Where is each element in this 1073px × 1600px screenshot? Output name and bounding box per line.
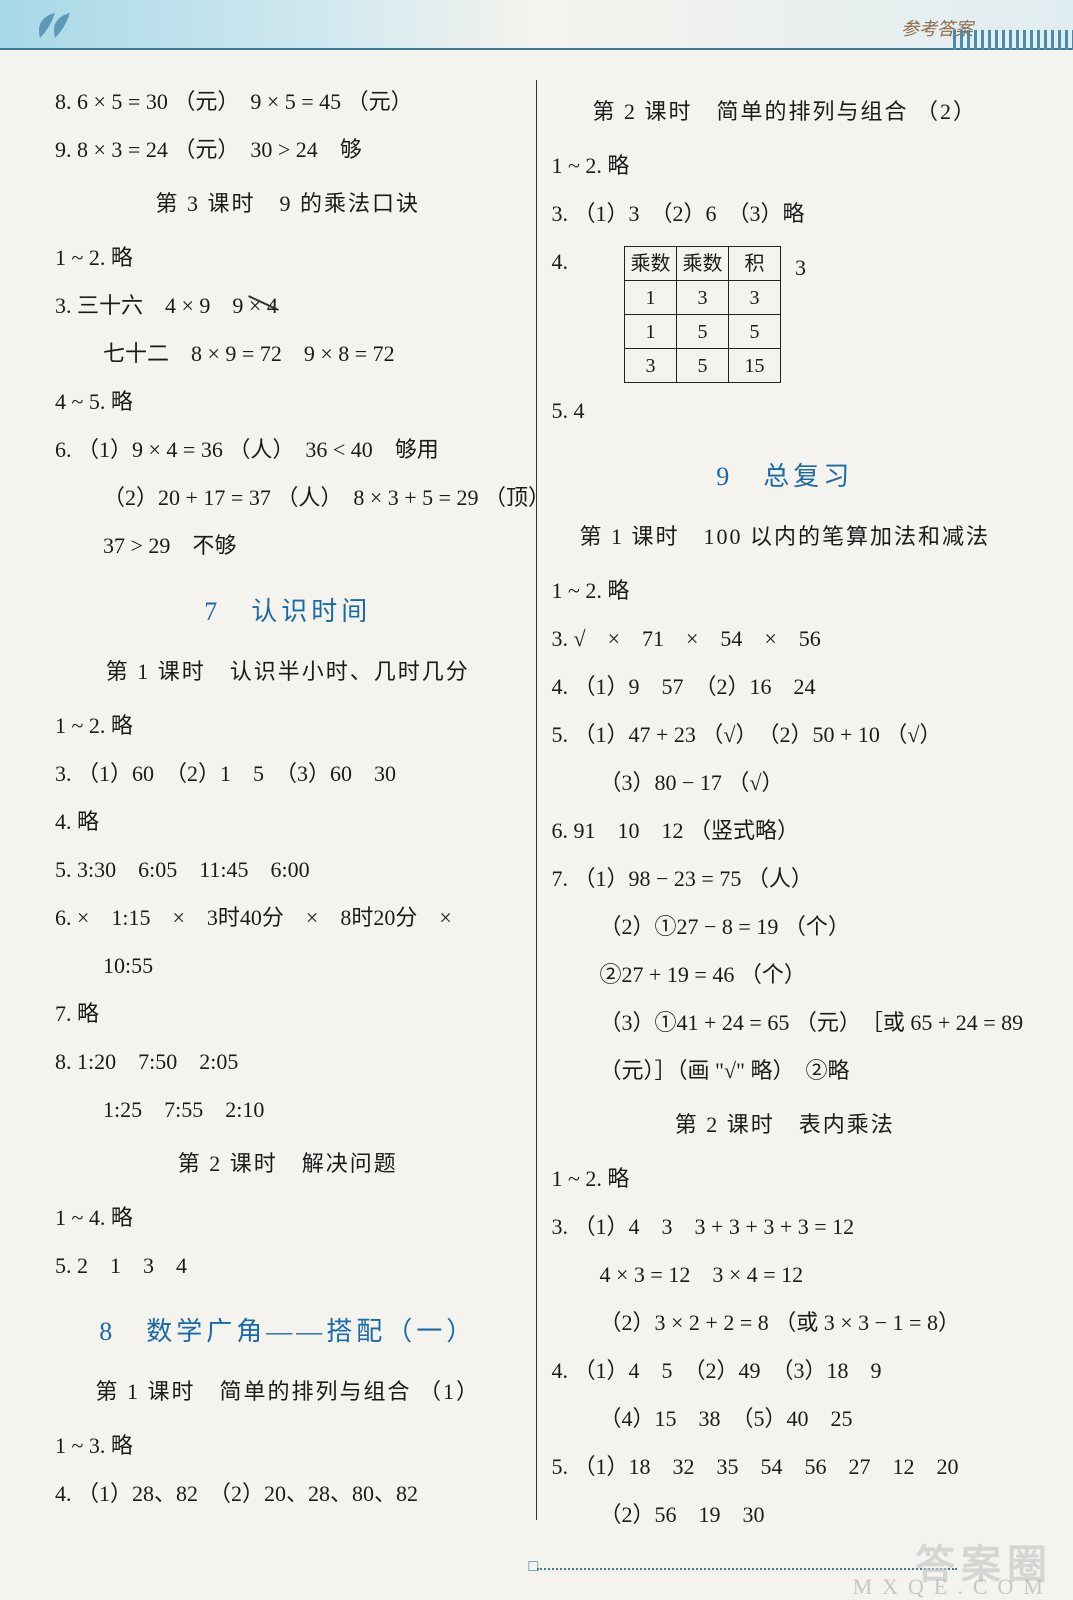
answer-line: 3. 三十六 4 × 9 9 × 4	[55, 284, 521, 328]
answer-line: 5. 3:30 6:05 11:45 6:00	[55, 848, 521, 892]
answer-line: 8. 6 × 5 = 30 （元） 9 × 5 = 45 （元）	[55, 80, 521, 124]
answer-line: 3. （1）60 （2）1 5 （3）60 30	[55, 752, 521, 796]
answer-line: 4. 略	[55, 800, 521, 844]
text: 3. 三十六 4 × 9 9	[55, 293, 243, 318]
table-row: 1 3 3	[625, 281, 781, 315]
table-row: 1 5 5	[625, 315, 781, 349]
chapter-title: 8 数学广角——搭配（一）	[55, 1306, 521, 1358]
table-wrap: 4. 乘数 乘数 积 1 3 3 1 5 5	[552, 240, 1019, 389]
lesson-title: 第 3 课时 9 的乘法口诀	[55, 182, 521, 226]
answer-line: 37 > 29 不够	[55, 524, 521, 568]
footer-dots	[537, 1568, 957, 1570]
leaf-icon	[30, 8, 80, 48]
content: 8. 6 × 5 = 30 （元） 9 × 5 = 45 （元） 9. 8 × …	[40, 80, 1033, 1520]
lesson-title: 第 2 课时 解决问题	[55, 1142, 521, 1186]
table-cell: 5	[677, 315, 729, 349]
answer-line: 3. （1）4 3 3 + 3 + 3 + 3 = 12	[552, 1205, 1019, 1249]
answer-line: 10:55	[55, 944, 521, 988]
header-stripes	[953, 30, 1073, 50]
answer-table: 乘数 乘数 积 1 3 3 1 5 5 3	[624, 246, 781, 383]
item-number: 4.	[552, 240, 569, 284]
table-cell: 积	[729, 247, 781, 281]
answer-line: 3. √ × 71 × 54 × 56	[552, 617, 1019, 661]
right-column: 第 2 课时 简单的排列与组合 （2） 1 ~ 2. 略 3. （1）3 （2）…	[537, 80, 1034, 1520]
answer-line: （4）15 38 （5）40 25	[552, 1397, 1019, 1441]
answer-line: 1 ~ 3. 略	[55, 1424, 521, 1468]
answer-line: 6. 91 10 12 （竖式略）	[552, 809, 1019, 853]
table-side-number: 3	[795, 246, 806, 290]
answer-line: 5. （1）18 32 35 54 56 27 12 20	[552, 1445, 1019, 1489]
answer-line: 4. （1）28、82 （2）20、28、80、82	[55, 1472, 521, 1516]
table-cell: 1	[625, 281, 677, 315]
answer-line: 1 ~ 2. 略	[55, 704, 521, 748]
left-column: 8. 6 × 5 = 30 （元） 9 × 5 = 45 （元） 9. 8 × …	[40, 80, 537, 1520]
table-cell: 5	[677, 349, 729, 383]
answer-line: （2）56 19 30	[552, 1493, 1019, 1537]
answer-line: 1:25 7:55 2:10	[55, 1088, 521, 1132]
answer-line: ②27 + 19 = 46 （个）	[552, 953, 1019, 997]
answer-line: 6. （1）9 × 4 = 36 （人） 36 < 40 够用	[55, 428, 521, 472]
answer-line: 5. 4	[552, 389, 1019, 433]
answer-line: （2）3 × 2 + 2 = 8 （或 3 × 3 − 1 = 8）	[552, 1301, 1019, 1345]
answer-line: （2）①27 − 8 = 19 （个）	[552, 905, 1019, 949]
answer-line: 1 ~ 2. 略	[552, 144, 1019, 188]
answer-line: 7. （1）98 − 23 = 75 （人）	[552, 857, 1019, 901]
answer-line: 7. 略	[55, 992, 521, 1036]
chapter-title: 7 认识时间	[55, 586, 521, 638]
table-cell: 乘数	[625, 247, 677, 281]
lesson-title: 第 1 课时 100 以内的笔算加法和减法	[552, 515, 1019, 559]
answer-line: 1 ~ 2. 略	[55, 236, 521, 280]
answer-line: （元）］（画 "√" 略） ②略	[552, 1049, 1019, 1093]
answer-line: 8. 1:20 7:50 2:05	[55, 1040, 521, 1084]
header-bar: 参考答案	[0, 0, 1073, 50]
table-cell: 15	[729, 349, 781, 383]
answer-line: （3）80 − 17 （√）	[552, 761, 1019, 805]
answer-line: 9. 8 × 3 = 24 （元） 30 > 24 够	[55, 128, 521, 172]
table-cell: 3	[729, 281, 781, 315]
lesson-title: 第 2 课时 简单的排列与组合 （2）	[552, 90, 1019, 134]
lesson-title: 第 2 课时 表内乘法	[552, 1103, 1019, 1147]
answer-line: 4 × 3 = 12 3 × 4 = 12	[552, 1253, 1019, 1297]
answer-line: 1 ~ 2. 略	[552, 569, 1019, 613]
answer-line: （3）①41 + 24 = 65 （元） ［或 65 + 24 = 89	[552, 1001, 1019, 1045]
answer-line: 1 ~ 4. 略	[55, 1196, 521, 1240]
lesson-title: 第 1 课时 简单的排列与组合 （1）	[55, 1370, 521, 1414]
answer-line: （2）20 + 17 = 37 （人） 8 × 3 + 5 = 29 （顶）	[55, 476, 521, 520]
answer-line: 4. （1）9 57 （2）16 24	[552, 665, 1019, 709]
table-cell: 1	[625, 315, 677, 349]
watermark-sub: MXQE.COM	[853, 1574, 1053, 1600]
table-cell: 3	[677, 281, 729, 315]
answer-line: 6. × 1:15 × 3时40分 × 8时20分 ×	[55, 896, 521, 940]
table-cell: 5	[729, 315, 781, 349]
table-row: 3 5 15	[625, 349, 781, 383]
answer-line: 3. （1）3 （2）6 （3）略	[552, 192, 1019, 236]
answer-line: 4 ~ 5. 略	[55, 380, 521, 424]
strikethrough-text: × 4	[249, 284, 278, 328]
table-row: 乘数 乘数 积	[625, 247, 781, 281]
answer-line: 4. （1）4 5 （2）49 （3）18 9	[552, 1349, 1019, 1393]
answer-line: 5. 2 1 3 4	[55, 1244, 521, 1288]
answer-line: 1 ~ 2. 略	[552, 1157, 1019, 1201]
footer-marker: □	[529, 1558, 539, 1576]
table-cell: 3	[625, 349, 677, 383]
answer-line: 七十二 8 × 9 = 72 9 × 8 = 72	[55, 332, 521, 376]
lesson-title: 第 1 课时 认识半小时、几时几分	[55, 650, 521, 694]
chapter-title: 9 总复习	[552, 451, 1019, 503]
table-cell: 乘数	[677, 247, 729, 281]
answer-line: 5. （1）47 + 23 （√） （2）50 + 10 （√）	[552, 713, 1019, 757]
